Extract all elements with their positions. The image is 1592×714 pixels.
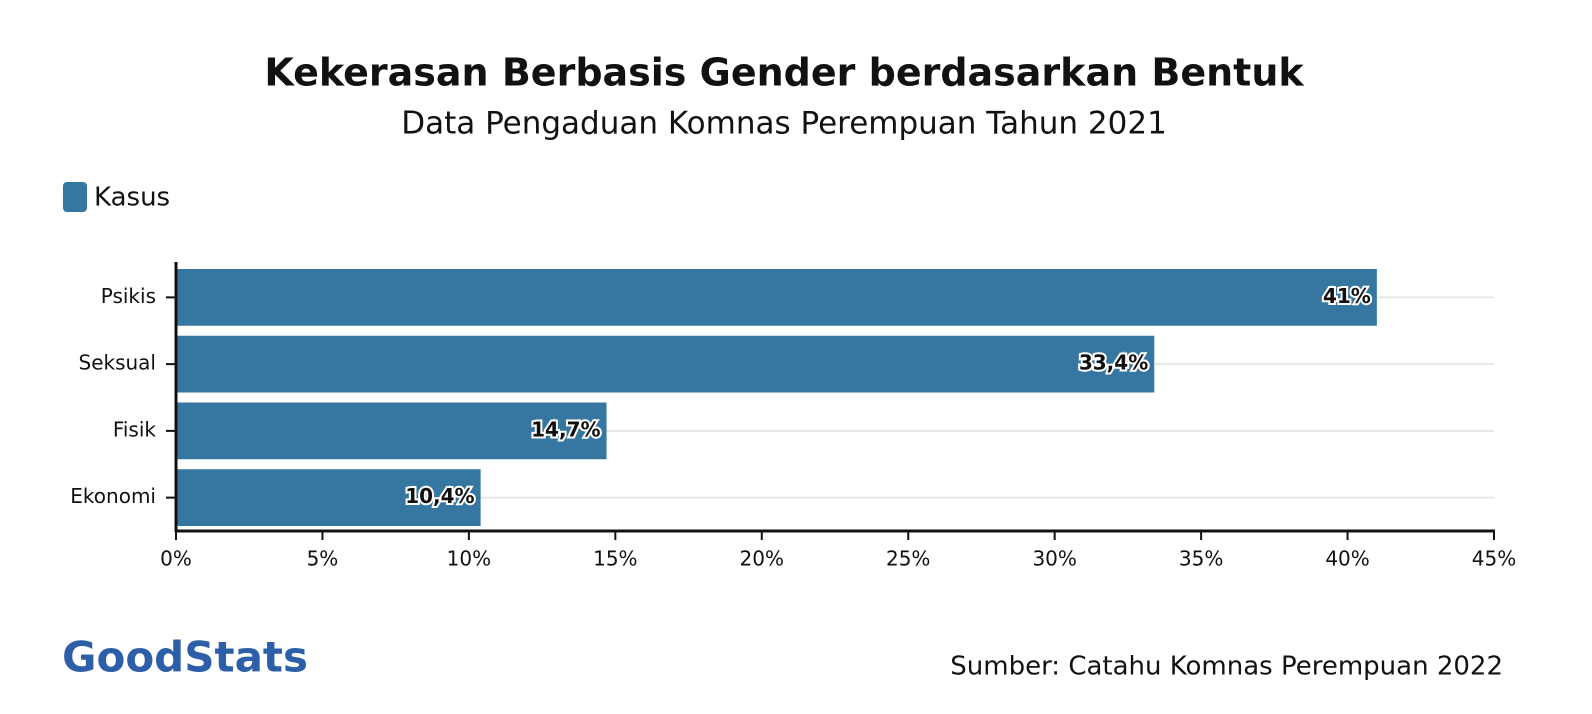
x-tick-label: 20% xyxy=(740,547,784,571)
legend-swatch xyxy=(63,182,87,212)
x-tick-label: 35% xyxy=(1179,547,1223,571)
y-tick-label: Fisik xyxy=(113,417,157,441)
x-tick-label: 15% xyxy=(593,547,637,571)
source: Sumber: Catahu Komnas Perempuan 2022 xyxy=(950,652,1503,682)
bar xyxy=(176,469,481,526)
y-tick-label: Ekonomi xyxy=(70,484,156,508)
legend: Kasus xyxy=(63,182,170,213)
value-label: 33,4% xyxy=(1079,351,1148,375)
y-tick-label: Psikis xyxy=(101,284,156,308)
value-label: 10,4% xyxy=(405,484,474,508)
x-tick-label: 0% xyxy=(160,547,192,571)
legend-label: Kasus xyxy=(94,183,170,213)
chart-subtitle: Data Pengaduan Komnas Perempuan Tahun 20… xyxy=(401,106,1167,142)
logo: GoodStats xyxy=(62,633,308,682)
x-tick-label: 30% xyxy=(1032,547,1076,571)
x-tick-label: 45% xyxy=(1472,547,1516,571)
x-tick-label: 5% xyxy=(307,547,339,571)
bar xyxy=(176,269,1377,326)
chart-title: Kekerasan Berbasis Gender berdasarkan Be… xyxy=(264,51,1304,95)
value-label: 14,7% xyxy=(531,417,600,441)
x-tick-label: 10% xyxy=(447,547,491,571)
bar xyxy=(176,335,1155,393)
x-tick-label: 25% xyxy=(886,547,930,571)
x-tick-label: 40% xyxy=(1325,547,1369,571)
value-label: 41% xyxy=(1323,284,1371,308)
bar xyxy=(176,402,607,460)
y-tick-label: Seksual xyxy=(79,351,157,375)
